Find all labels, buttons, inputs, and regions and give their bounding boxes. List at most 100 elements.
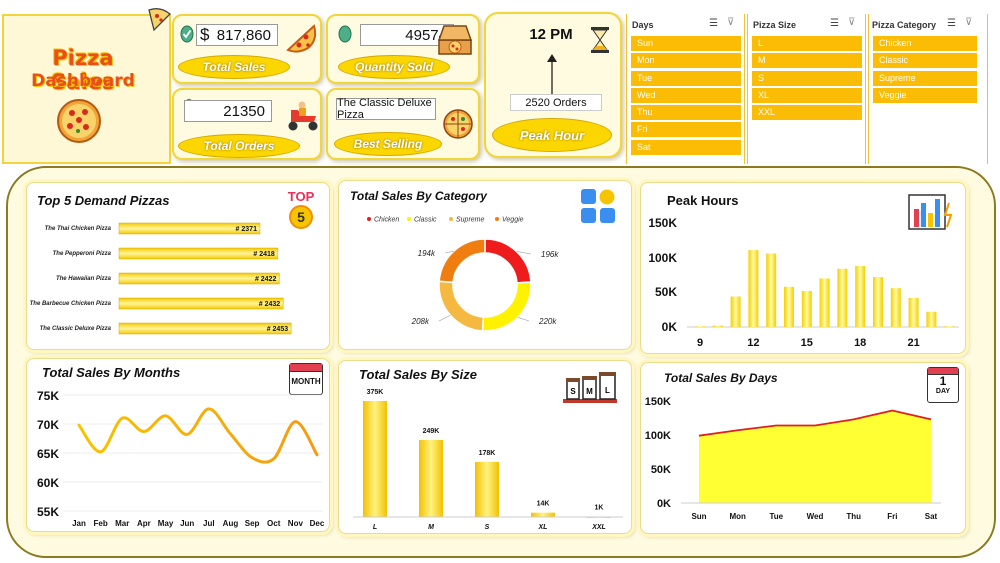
top5-bar-label: # 2432 xyxy=(259,301,281,308)
top5-category-label: The Thai Chicken Pizza xyxy=(45,226,112,232)
days-title: Total Sales By Days xyxy=(664,371,778,385)
slicer-size-xl[interactable]: XL xyxy=(752,87,862,103)
slicer-size-m[interactable]: M xyxy=(752,53,862,69)
slicer-size-s[interactable]: S xyxy=(752,70,862,86)
top5-bar xyxy=(118,222,261,235)
slicer-day-fri[interactable]: Fri xyxy=(631,122,741,138)
months-chart: 75K 70K 65K 60K 55K Jan Feb Mar Apr May Jun Jul Aug S… xyxy=(37,389,325,528)
category-title: Total Sales By Category xyxy=(350,189,487,203)
multi-select-icon[interactable]: ☰ xyxy=(947,18,956,29)
slicer-days-list: Sun Mon Tue Wed Thu Fri Sat xyxy=(631,36,741,157)
days-x-tick: Mon xyxy=(729,512,746,521)
slicer-day-wed[interactable]: Wed xyxy=(631,87,741,103)
size-bar-label: 1K xyxy=(595,505,604,512)
slicer-size-title: Pizza Size xyxy=(753,20,797,30)
check-icon xyxy=(338,25,352,43)
months-x-tick: Dec xyxy=(310,519,325,528)
panel-size: Total Sales By Size S M L 375K L 249K M 178K… xyxy=(338,360,632,534)
pizza-slice-icon xyxy=(148,8,171,32)
peak-x-tick: 21 xyxy=(907,337,919,349)
kpi-total-orders-card: 21350 Total Orders xyxy=(172,88,322,160)
peak-hour-bar xyxy=(837,268,848,327)
category-slice xyxy=(438,280,485,332)
slicer-day-sun[interactable]: Sun xyxy=(631,36,741,51)
svg-text:M: M xyxy=(586,387,593,396)
category-slice-label: 220k xyxy=(538,317,557,326)
title-card: Pizza Sales Dashboard xyxy=(2,14,171,164)
peak-hour-bar xyxy=(748,250,759,327)
slicer-category-title: Pizza Category xyxy=(872,20,937,30)
slicer-day-tue[interactable]: Tue xyxy=(631,70,741,86)
panel-days: Total Sales By Days 1 DAY 150K 100K 50K 0K S… xyxy=(640,362,966,534)
clear-filter-icon[interactable]: ⊽ xyxy=(727,17,735,28)
top5-bar xyxy=(118,272,280,285)
best-selling-label: Best Selling xyxy=(334,132,442,156)
day-icon-text: DAY xyxy=(935,388,951,395)
top5-bar xyxy=(118,322,292,335)
peak-hour-bar xyxy=(766,253,777,327)
slicer-category-chicken[interactable]: Chicken xyxy=(873,36,977,51)
blocks-icon xyxy=(581,189,615,223)
month-calendar-icon: MONTH xyxy=(289,363,323,395)
slicer-size-xxl[interactable]: XXL xyxy=(752,105,862,121)
check-icon xyxy=(180,25,194,43)
top5-chart: The Thai Chicken Pizza # 2371 The Pepperon… xyxy=(30,222,292,335)
peak-hour-bar xyxy=(944,326,955,328)
category-slice xyxy=(438,238,486,284)
multi-select-icon[interactable]: ☰ xyxy=(830,18,839,29)
category-slice-label: 194k xyxy=(418,249,436,258)
days-y-tick: 50K xyxy=(651,464,671,476)
category-legend-marker xyxy=(367,217,371,221)
total-orders-value: 21350 xyxy=(223,102,265,120)
bar-chart-icon xyxy=(908,194,953,230)
peak-x-tick: 18 xyxy=(854,337,866,349)
category-slice-label: 196k xyxy=(541,250,559,259)
category-legend-label: Classic xyxy=(414,217,437,224)
peak-hour-bar xyxy=(712,325,723,327)
slicer-category-veggie[interactable]: Veggie xyxy=(873,87,977,103)
category-slice-label: 208k xyxy=(411,317,430,326)
months-x-tick: Oct xyxy=(267,519,281,528)
svg-text:L: L xyxy=(605,386,610,395)
days-chart: 150K 100K 50K 0K Sun Mon Tue Wed Thu Fri Sat xyxy=(645,396,941,521)
days-x-tick: Sat xyxy=(925,512,938,521)
peak-hour-bar xyxy=(801,290,812,327)
category-legend-label: Veggie xyxy=(502,217,524,224)
top5-category-label: The Hawaiian Pizza xyxy=(56,276,112,282)
dashboard-title-line1: Pizza Sales xyxy=(51,46,115,94)
panel-top5: Top 5 Demand Pizzas TOP 5 The Thai Chick… xyxy=(26,182,330,350)
peak-y-tick: 100K xyxy=(648,251,677,265)
months-x-tick: Apr xyxy=(137,519,151,528)
top5-category-label: The Classic Deluxe Pizza xyxy=(40,326,112,332)
slicer-category-classic[interactable]: Classic xyxy=(873,53,977,69)
slicer-day-sat[interactable]: Sat xyxy=(631,139,741,155)
total-sales-value-box: $ 817,860 xyxy=(196,24,278,46)
dashboard-title-line2: Dashboard xyxy=(31,71,135,91)
peak-hour-bar xyxy=(890,288,901,327)
months-title: Total Sales By Months xyxy=(42,365,181,380)
slicer-day-mon[interactable]: Mon xyxy=(631,53,741,69)
clear-filter-icon[interactable]: ⊽ xyxy=(848,17,856,28)
days-x-tick: Thu xyxy=(846,512,861,521)
days-x-tick: Fri xyxy=(887,512,897,521)
size-bar-label: 249K xyxy=(423,428,440,435)
months-y-tick: 70K xyxy=(37,418,59,432)
best-selling-value-box: The Classic Deluxe Pizza xyxy=(336,97,436,121)
multi-select-icon[interactable]: ☰ xyxy=(709,18,718,29)
size-bar xyxy=(419,439,443,517)
days-y-tick: 0K xyxy=(657,498,671,510)
slicer-category-supreme[interactable]: Supreme xyxy=(873,70,977,86)
months-x-tick: Jun xyxy=(180,519,194,528)
months-x-tick: Nov xyxy=(288,519,304,528)
total-sales-value: 817,860 xyxy=(216,26,271,44)
peak-hour-bar xyxy=(908,297,919,327)
category-slice xyxy=(484,238,532,284)
slicer-day-thu[interactable]: Thu xyxy=(631,105,741,121)
months-x-tick: Aug xyxy=(223,519,239,528)
slicer-size-l[interactable]: L xyxy=(752,36,862,51)
peak-hour-bar xyxy=(873,277,883,327)
pizza-box-icon xyxy=(437,25,473,55)
category-leader-line xyxy=(516,251,532,255)
peak-x-tick: 9 xyxy=(697,337,703,349)
clear-filter-icon[interactable]: ⊽ xyxy=(965,17,973,28)
